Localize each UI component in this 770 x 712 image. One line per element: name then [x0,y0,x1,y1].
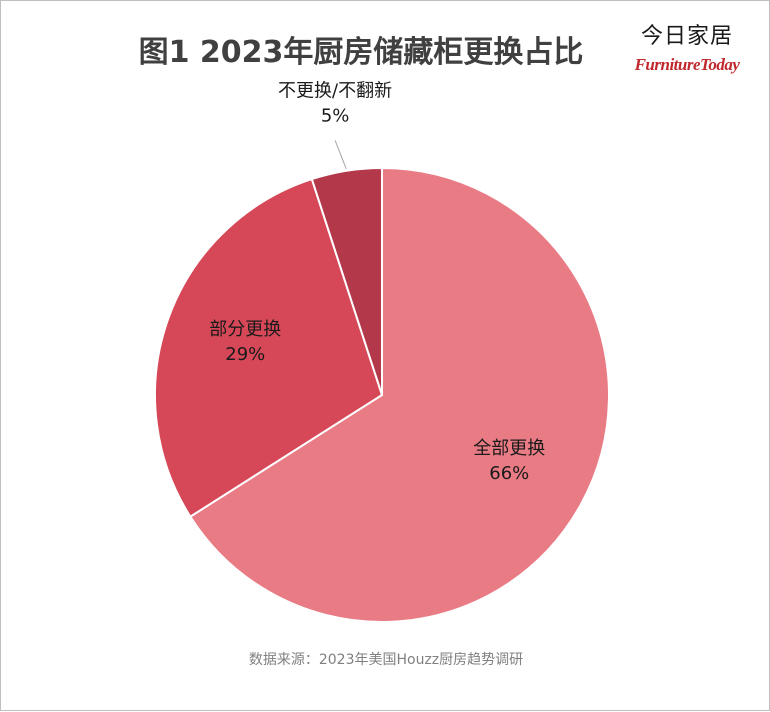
pie-slice-0 [188,166,610,623]
brand-name-en: FurnitureToday [634,55,740,74]
chart-title: 图1 2023年厨房储藏柜更换占比 [138,35,584,70]
brand-name-cn: 今日家居 [640,24,733,49]
data-source-note: 数据来源：2023年美国Houzz厨房趋势调研 [248,652,524,668]
pie-slice-2 [310,166,383,396]
slice-label-0: 全部更换 [473,438,545,459]
slice-label-2: 不更换/不翻新 [278,80,392,101]
slice-value-2: 5% [321,105,350,126]
pie-slice-1 [154,177,384,519]
slice-value-1: 29% [225,344,265,365]
slice-label-1: 部分更换 [209,319,281,340]
slice-value-0: 66% [489,463,529,484]
leader-line-2 [334,140,347,169]
brand-logo: 今日家居 FurnitureToday [627,23,747,75]
